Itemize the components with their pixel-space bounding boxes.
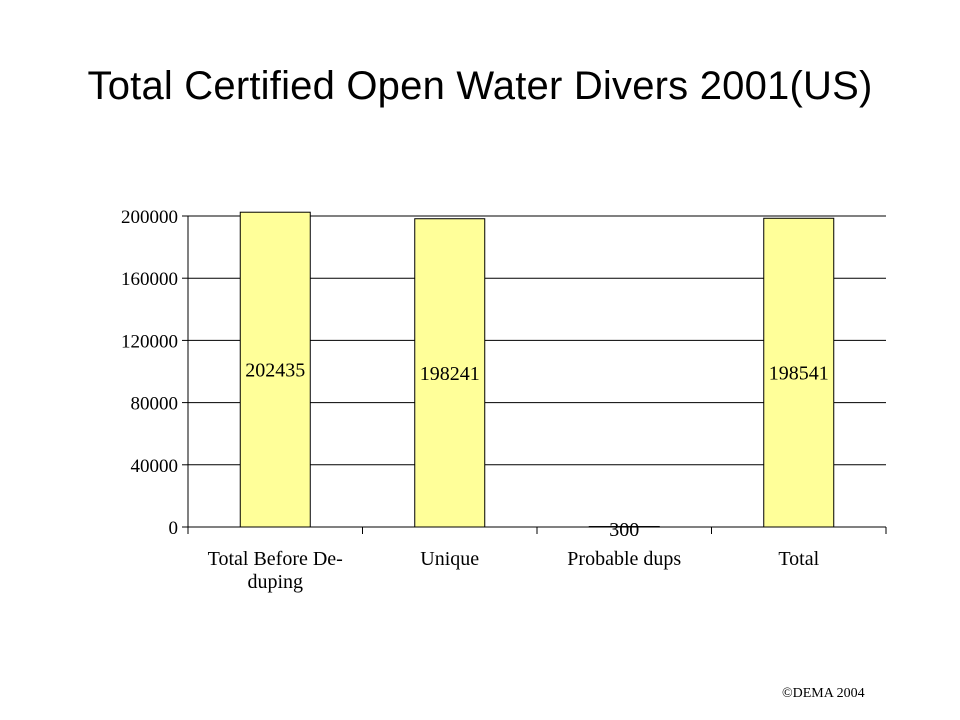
y-tick-label: 200000: [121, 207, 178, 228]
labels: 0 40000 80000 120000 160000 200000 Total Befor…: [121, 207, 829, 593]
x-category-label: Total: [778, 548, 819, 570]
bar: [763, 217, 835, 528]
data-label: 198541: [769, 363, 829, 385]
bar: [414, 218, 486, 528]
bars: [239, 211, 835, 528]
x-category-label: duping: [247, 571, 303, 593]
y-tick-label: 0: [169, 518, 179, 539]
data-label: 300: [609, 519, 639, 541]
axes: [182, 215, 887, 534]
chart-title: Total Certified Open Water Divers 2001(U…: [87, 64, 873, 108]
data-label: 202435: [245, 360, 305, 382]
bar: [239, 211, 311, 528]
x-category-label: Probable dups: [567, 548, 681, 570]
data-label: 198241: [420, 363, 480, 385]
y-tick-label: 40000: [131, 456, 179, 477]
x-category-label: Unique: [420, 548, 479, 570]
y-tick-label: 120000: [121, 331, 178, 352]
y-tick-label: 160000: [121, 269, 178, 290]
x-category-label: Total Before De-: [208, 548, 343, 570]
copyright-footer: ©DEMA 2004: [782, 686, 865, 701]
y-tick-label: 80000: [131, 394, 179, 415]
